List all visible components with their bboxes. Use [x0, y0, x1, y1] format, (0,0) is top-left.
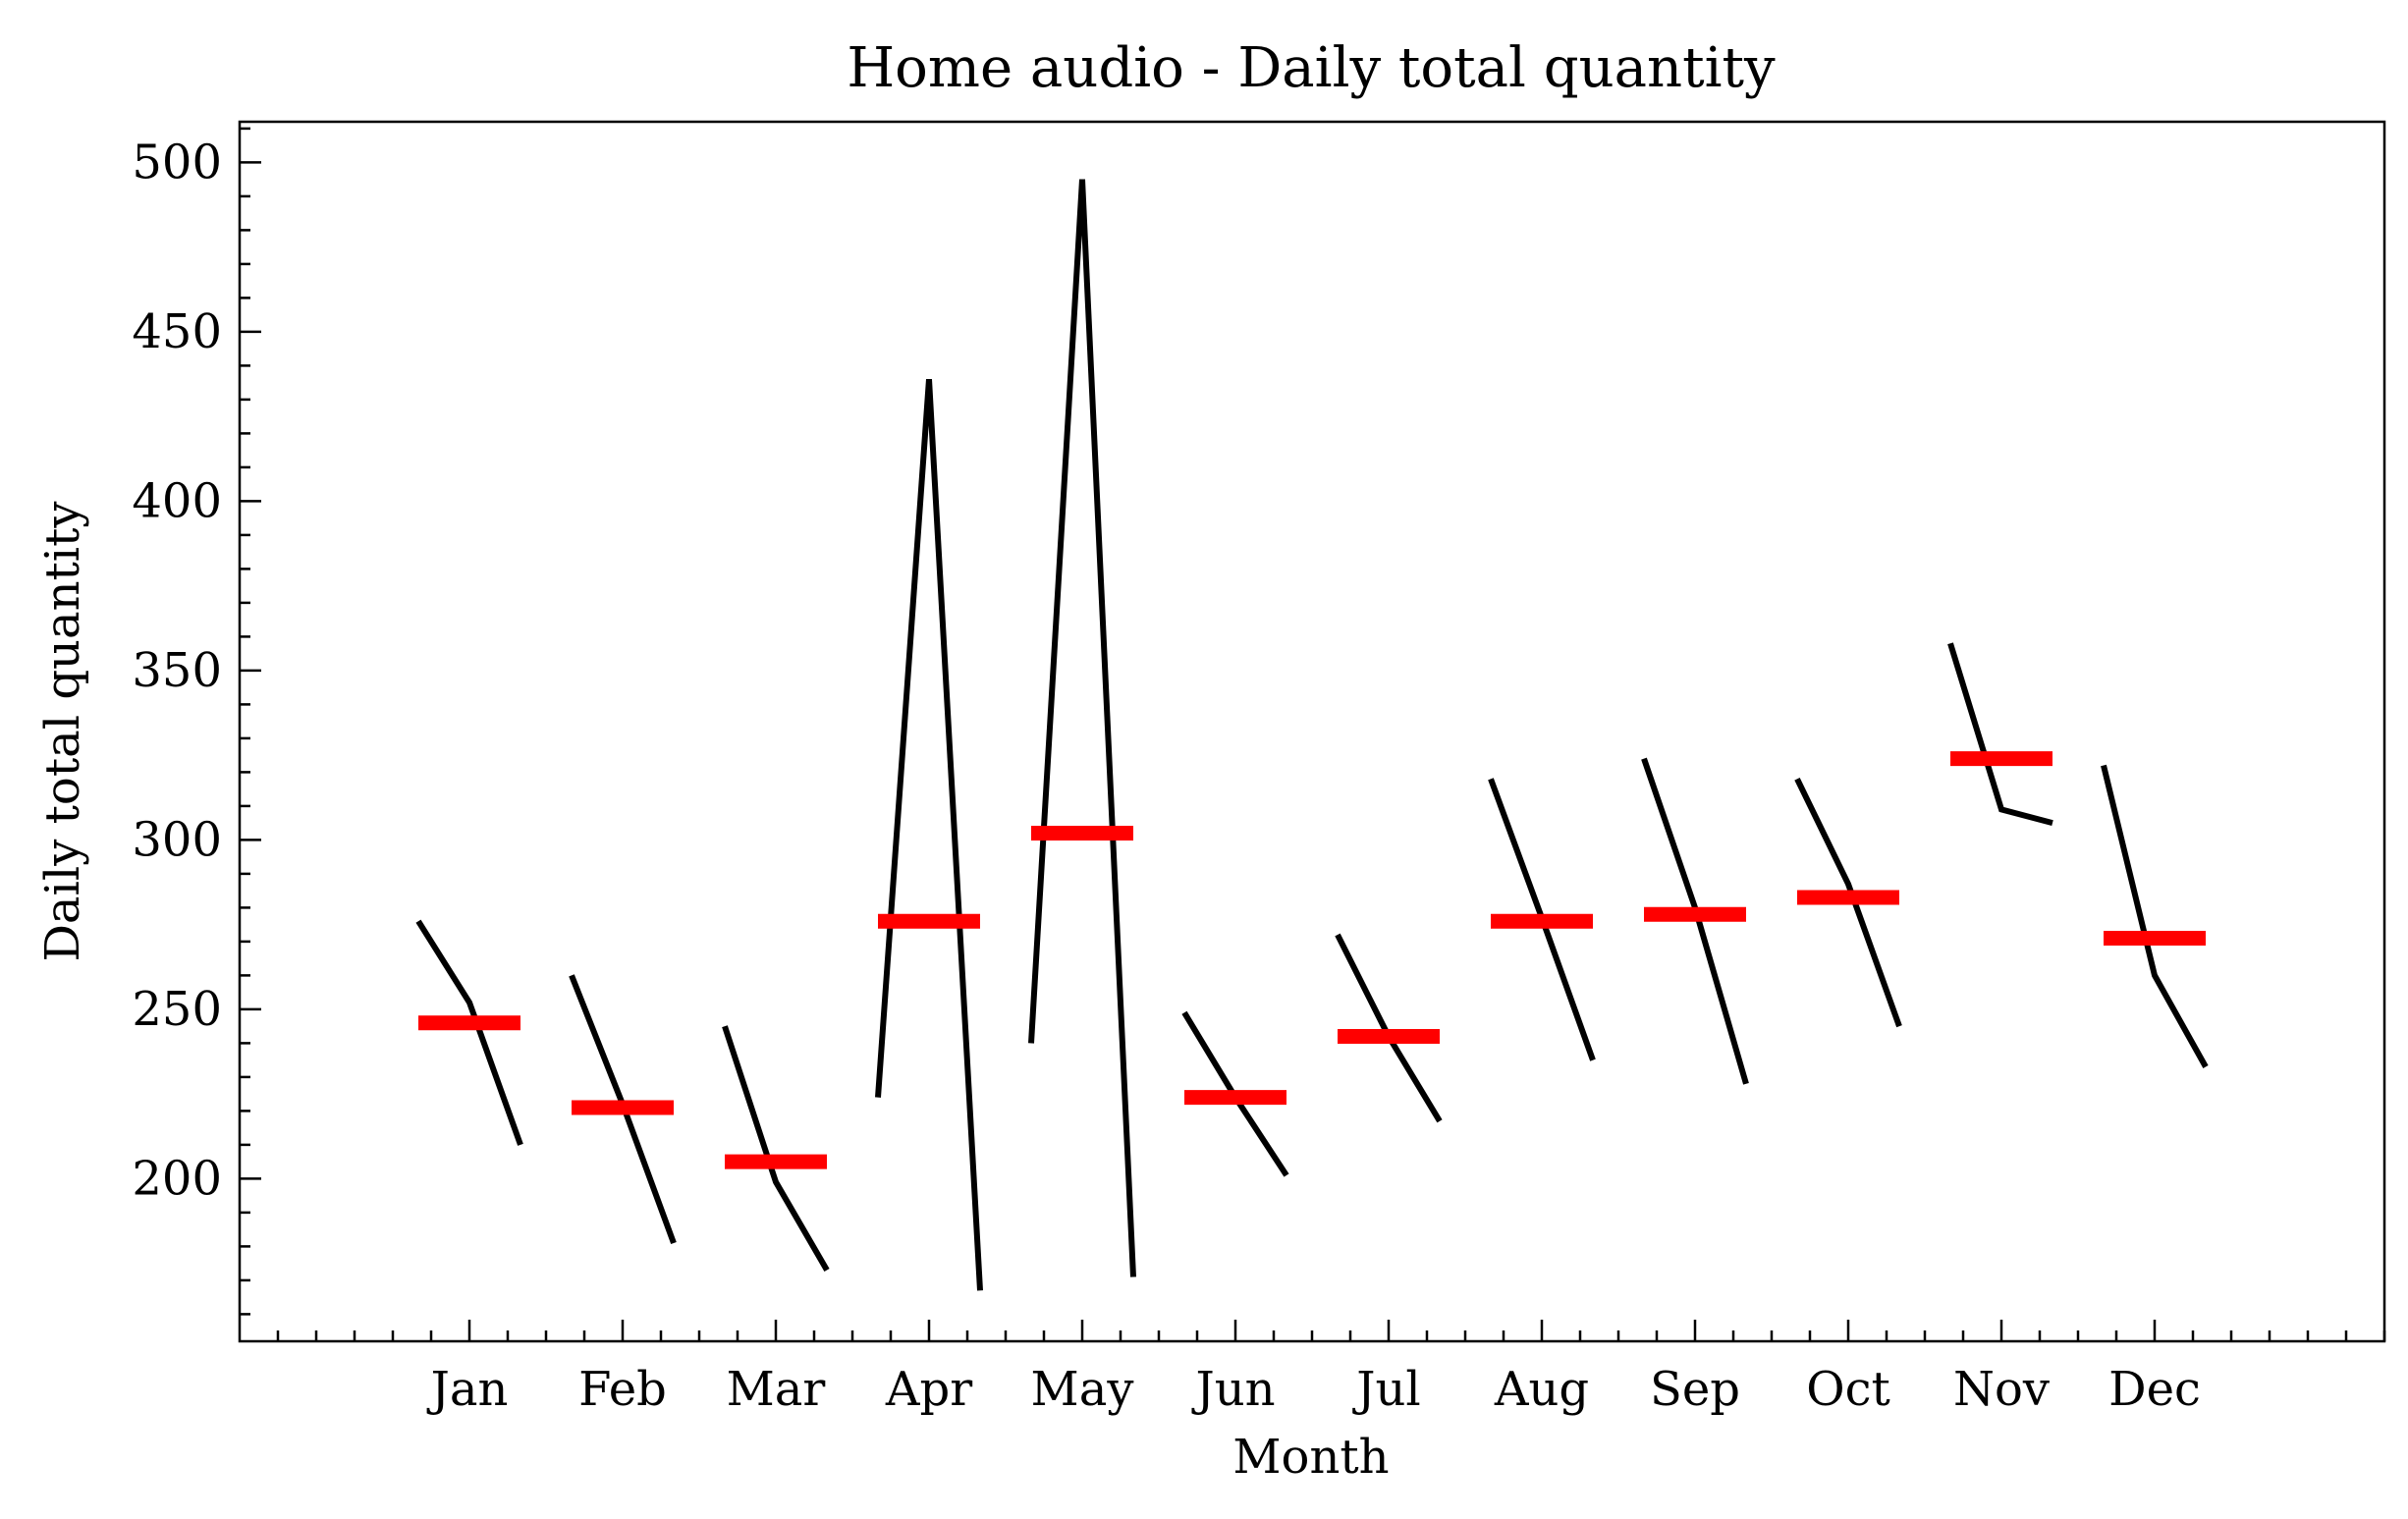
- y-tick-label-300: 300: [132, 812, 222, 867]
- series-line-may: [1028, 179, 1136, 1277]
- x-tick-label-oct: Oct: [1806, 1362, 1890, 1417]
- y-tick-label-350: 350: [132, 643, 222, 698]
- x-tick-label-jan: Jan: [426, 1362, 509, 1417]
- y-tick-label-250: 250: [132, 982, 222, 1037]
- x-tick-label-nov: Nov: [1953, 1362, 2050, 1417]
- x-tick-label-jun: Jun: [1190, 1362, 1275, 1417]
- y-tick-label-500: 500: [132, 135, 222, 190]
- y-tick-label-450: 450: [132, 304, 222, 359]
- y-axis-label: Daily total quantity: [35, 501, 90, 961]
- series-line-jan: [415, 919, 523, 1146]
- series-line-dec: [2101, 764, 2209, 1068]
- series-line-jul: [1335, 933, 1443, 1123]
- x-tick-label-aug: Aug: [1494, 1362, 1589, 1417]
- x-tick-label-sep: Sep: [1650, 1362, 1740, 1417]
- x-tick-label-dec: Dec: [2108, 1362, 2201, 1417]
- x-tick-label-may: May: [1031, 1362, 1134, 1417]
- series-line-apr: [875, 378, 983, 1291]
- series-line-nov: [1947, 642, 2053, 827]
- y-tick-label-400: 400: [132, 473, 222, 528]
- series-line-oct: [1794, 777, 1902, 1028]
- chart-title: Home audio - Daily total quantity: [847, 36, 1776, 100]
- y-tick-label-200: 200: [132, 1151, 222, 1206]
- axis-ticks: Jan Feb Mar Apr May Jun Jul Aug Sep Oct Nov Dec 200 2…: [132, 127, 2386, 1417]
- x-tick-label-jul: Jul: [1351, 1362, 1421, 1417]
- series-line-mar: [722, 1025, 830, 1273]
- plot-marks: [415, 179, 2209, 1291]
- x-tick-label-mar: Mar: [727, 1362, 826, 1417]
- x-tick-label-apr: Apr: [885, 1362, 972, 1417]
- x-axis-label: Month: [1232, 1430, 1389, 1485]
- x-tick-label-feb: Feb: [578, 1362, 667, 1417]
- plot-frame: [238, 120, 2386, 1343]
